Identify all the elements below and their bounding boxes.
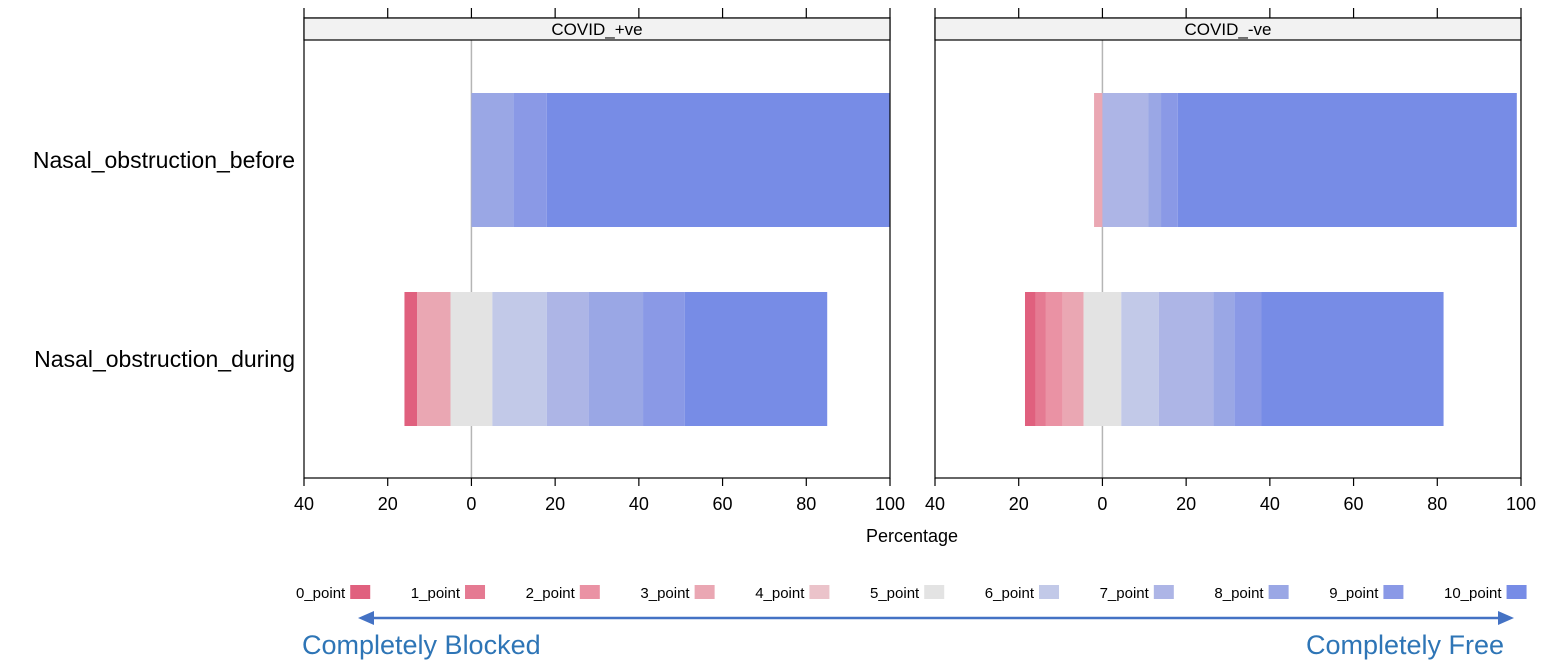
panel-title: COVID_+ve xyxy=(551,20,642,39)
legend-label: 5_point xyxy=(870,585,920,602)
legend-swatch xyxy=(1506,585,1527,599)
x-tick-label: 60 xyxy=(713,494,733,514)
panel-strip xyxy=(934,17,1522,41)
x-tick-label: 40 xyxy=(294,494,314,514)
legend-label: 9_point xyxy=(1329,585,1379,602)
bar-segment xyxy=(1035,292,1046,426)
legend-label: 2_point xyxy=(526,585,576,602)
legend-swatch xyxy=(350,585,371,599)
category-label: Nasal_obstruction_before xyxy=(33,147,295,173)
legend-swatch xyxy=(694,585,715,599)
x-tick-label: 100 xyxy=(875,494,905,514)
legend-swatch xyxy=(1383,585,1404,599)
bar-segment xyxy=(513,93,547,227)
x-tick-label: 40 xyxy=(925,494,945,514)
legend-swatch xyxy=(579,585,600,599)
legend-label: 1_point xyxy=(411,585,461,602)
bar-segment xyxy=(1161,93,1178,227)
x-tick-label: 0 xyxy=(1097,494,1107,514)
bar-segment xyxy=(1094,93,1103,227)
legend-label: 0_point xyxy=(296,585,346,602)
scale-note-right: Completely Free xyxy=(1306,630,1505,660)
legend-label: 7_point xyxy=(1100,585,1150,602)
legend-label: 6_point xyxy=(985,585,1035,602)
bar-segment xyxy=(546,93,890,227)
legend-label: 3_point xyxy=(640,585,690,602)
bar-segment xyxy=(684,292,828,426)
legend-swatch xyxy=(809,585,830,599)
x-tick-label: 60 xyxy=(1344,494,1364,514)
bar-segment xyxy=(1024,292,1036,426)
x-tick-label: 20 xyxy=(545,494,565,514)
x-axis-label: Percentage xyxy=(866,526,958,546)
bar-segment xyxy=(588,292,644,426)
x-tick-label: 80 xyxy=(1427,494,1447,514)
bar-segment xyxy=(1045,292,1063,426)
bar-segment xyxy=(1177,93,1517,227)
bar-segment xyxy=(546,292,589,426)
x-tick-label: 20 xyxy=(1009,494,1029,514)
bar-segment xyxy=(643,292,685,426)
scale-arrow-left-head xyxy=(358,611,374,625)
bar-segment xyxy=(1121,292,1159,426)
bar-segment xyxy=(417,292,451,426)
x-tick-label: 20 xyxy=(1176,494,1196,514)
legend-swatch xyxy=(924,585,945,599)
legend-label: 4_point xyxy=(755,585,805,602)
category-label: Nasal_obstruction_during xyxy=(34,346,295,372)
bar-segment xyxy=(404,292,418,426)
bar-segment xyxy=(1062,292,1084,426)
x-tick-label: 100 xyxy=(1506,494,1536,514)
bar-segment xyxy=(1261,292,1444,426)
panel-strip xyxy=(303,17,891,41)
x-tick-label: 40 xyxy=(629,494,649,514)
x-tick-label: 20 xyxy=(378,494,398,514)
bar-segment xyxy=(1234,292,1262,426)
bar-segment xyxy=(1213,292,1235,426)
panel-title: COVID_-ve xyxy=(1185,20,1272,39)
bar-segment xyxy=(450,292,493,426)
x-tick-label: 40 xyxy=(1260,494,1280,514)
legend-swatch xyxy=(1153,585,1174,599)
legend-swatch xyxy=(1039,585,1060,599)
legend-label: 10_point xyxy=(1444,585,1502,602)
legend-swatch xyxy=(465,585,486,599)
bar-segment xyxy=(492,292,547,426)
bar-segment xyxy=(471,93,514,227)
legend-label: 8_point xyxy=(1214,585,1264,602)
bar-segment xyxy=(1102,93,1149,227)
scale-arrow-right-head xyxy=(1498,611,1514,625)
scale-note-left: Completely Blocked xyxy=(302,630,541,660)
legend-swatch xyxy=(1268,585,1289,599)
bar-segment xyxy=(1158,292,1214,426)
bar-segment xyxy=(1083,292,1122,426)
bar-segment xyxy=(1148,93,1162,227)
x-tick-label: 80 xyxy=(796,494,816,514)
x-tick-label: 0 xyxy=(466,494,476,514)
